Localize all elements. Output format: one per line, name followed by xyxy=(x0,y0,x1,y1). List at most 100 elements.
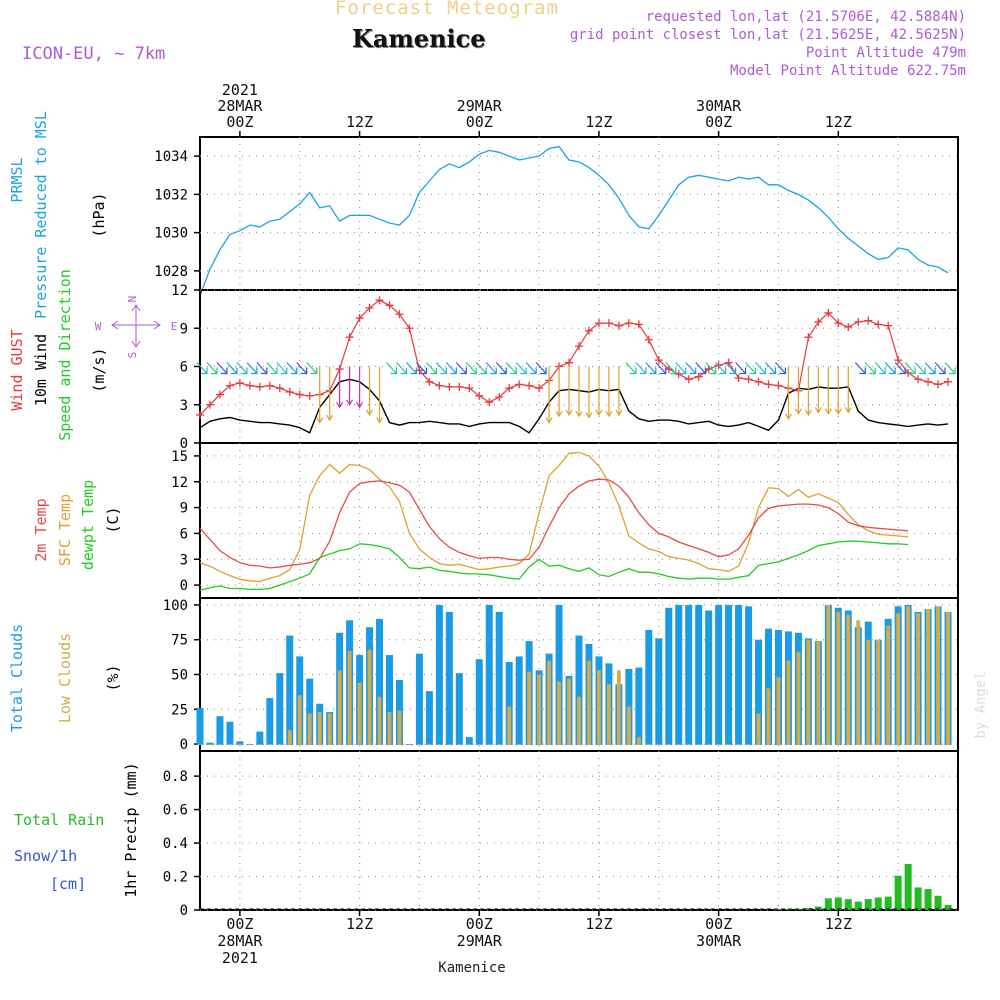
wind-direction-arrow xyxy=(824,366,832,415)
wind-direction-arrow xyxy=(695,362,707,375)
low-clouds-bar xyxy=(237,744,242,746)
rain-bar xyxy=(914,887,922,910)
wind-gust-point xyxy=(844,322,853,331)
wind-gust-point xyxy=(644,335,653,344)
wind-direction-arrow xyxy=(336,366,344,409)
wind-gust-point xyxy=(365,303,374,312)
pressure-tick-label: 1028 xyxy=(154,264,188,280)
total-clouds-bar xyxy=(755,639,763,746)
total-clouds-bar xyxy=(376,618,384,746)
low-clouds-bar xyxy=(437,744,442,746)
temp-tick-label: 6 xyxy=(180,526,188,542)
wind-direction-arrow xyxy=(565,366,573,417)
low-clouds-bar xyxy=(636,737,641,746)
bottom-time-label: 12Z xyxy=(825,915,852,933)
precip-label-snow-unit: [cm] xyxy=(50,875,86,893)
low-clouds-bar xyxy=(756,713,761,746)
wind-gust-point xyxy=(505,384,514,393)
wind-gust-point xyxy=(654,356,663,365)
wind-gust-point xyxy=(225,381,234,390)
wind-direction-arrow xyxy=(226,362,238,375)
low-clouds-bar xyxy=(736,744,741,746)
compass-north-label: N xyxy=(126,296,139,303)
wind-gust-point xyxy=(834,319,843,328)
total-clouds-bar xyxy=(386,655,393,746)
wind-direction-arrow xyxy=(874,362,886,375)
wind-gust-point xyxy=(594,319,603,328)
wind-label-10m: 10m Wind xyxy=(32,334,50,406)
total-clouds-bar xyxy=(196,707,204,746)
wind-direction-arrow xyxy=(675,362,687,375)
wind-direction-arrow xyxy=(306,362,318,375)
wind-gust-point xyxy=(694,372,703,381)
temp-label-2m: 2m Temp xyxy=(32,498,50,561)
panel-precip: 0 0.2 0.4 0.6 0.8 xyxy=(163,750,959,919)
pressure-label-1: PRMSL xyxy=(8,157,26,202)
low-clouds-bar xyxy=(577,696,581,746)
total-clouds-bar xyxy=(455,673,463,746)
wind-gust-point xyxy=(575,342,583,351)
low-clouds-bar xyxy=(716,744,721,746)
bottom-time-label: 00Z xyxy=(705,915,732,933)
top-time-label: 00Z xyxy=(466,113,493,131)
low-clouds-bar xyxy=(487,744,492,746)
wind-gust-point xyxy=(196,410,204,419)
wind-gust-line xyxy=(199,299,949,416)
top-time-label: 28MAR xyxy=(217,97,263,115)
wind-direction-arrow xyxy=(485,362,497,375)
rain-bar xyxy=(824,898,832,910)
top-time-label: 12Z xyxy=(825,113,852,131)
low-clouds-bar xyxy=(906,606,911,746)
wind-gust-point xyxy=(345,333,354,342)
total-clouds-bar xyxy=(555,604,563,746)
wind-direction-arrow xyxy=(376,366,384,424)
wind-gust-point xyxy=(445,382,454,391)
total-clouds-bar xyxy=(425,691,433,746)
compass-west-label: W xyxy=(95,320,102,333)
rain-bar xyxy=(864,899,872,910)
wind-gust-point xyxy=(734,373,743,382)
wind-direction-arrow xyxy=(525,362,537,375)
model-name: ICON-EU, ~ 7km xyxy=(22,44,166,64)
requested-coordinates: requested lon,lat (21.5706E, 42.5884N) xyxy=(645,9,966,25)
wind-gust-point xyxy=(535,384,544,393)
wind-direction-arrow xyxy=(725,362,737,375)
wind-direction-arrow xyxy=(715,362,727,375)
low-clouds-bar xyxy=(417,744,422,746)
total-clouds-bar xyxy=(695,604,703,746)
wind-direction-arrow xyxy=(455,362,467,375)
precip-tick-label: 0.2 xyxy=(163,870,188,886)
low-clouds-bar xyxy=(666,744,671,746)
low-clouds-bar xyxy=(387,712,392,746)
wind-gust-point xyxy=(275,384,284,393)
wind-gust-point xyxy=(744,375,753,384)
wind-direction-arrow xyxy=(366,366,374,417)
low-clouds-bar xyxy=(706,744,711,746)
low-clouds-bar xyxy=(218,744,222,746)
total-clouds-bar xyxy=(495,611,503,746)
low-clouds-bar xyxy=(557,681,561,746)
pressure-unit-label: (hPa) xyxy=(90,192,108,237)
top-time-label: 00Z xyxy=(705,113,732,131)
precip-tick-label: 0.6 xyxy=(163,803,188,819)
wind-direction-arrow xyxy=(665,362,677,375)
wind-direction-arrow xyxy=(535,362,547,375)
wind-direction-arrow xyxy=(316,366,324,424)
precip-tick-label: 0.8 xyxy=(163,769,188,785)
wind-direction-arrow xyxy=(765,362,777,375)
total-clouds-bar xyxy=(256,731,264,746)
wind-gust-point xyxy=(215,390,224,399)
wind-gust-point xyxy=(285,388,294,396)
clouds-tick-label: 50 xyxy=(171,668,188,684)
bottom-time-label: 12Z xyxy=(346,915,373,933)
low-clouds-bar xyxy=(527,671,532,746)
wind-direction-arrow xyxy=(406,362,418,375)
low-clouds-bar xyxy=(916,613,921,746)
rain-bar xyxy=(894,875,902,910)
wind-gust-point xyxy=(814,317,823,326)
product-title: Forecast Meteogram xyxy=(335,0,559,19)
wind-gust-point xyxy=(854,317,863,326)
temp-tick-label: 9 xyxy=(180,501,188,517)
wind-direction-arrow xyxy=(685,362,697,375)
wind-gust-point xyxy=(455,382,464,391)
